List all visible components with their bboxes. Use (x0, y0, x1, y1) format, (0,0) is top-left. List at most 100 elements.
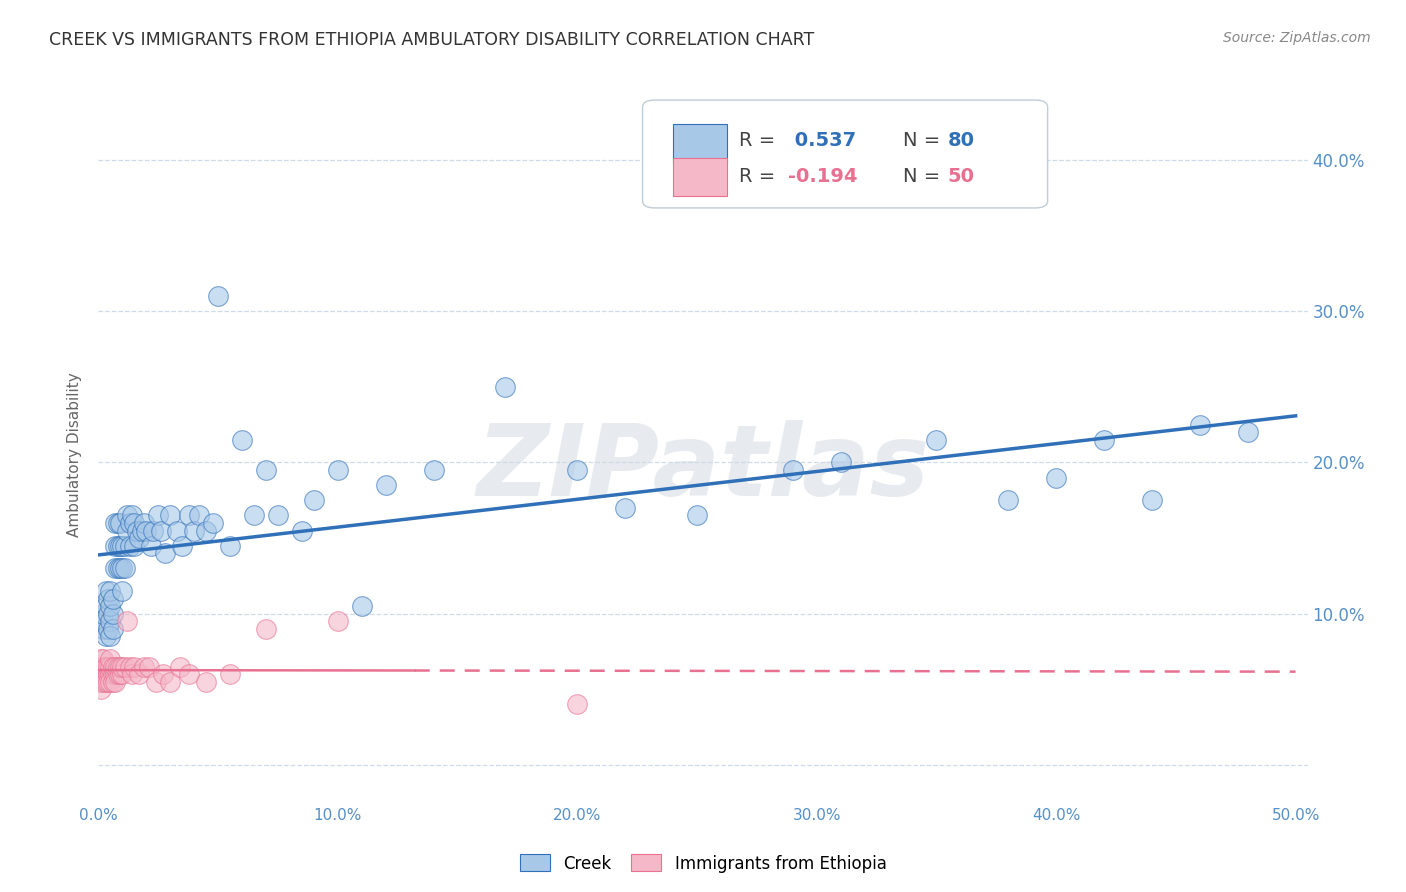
Point (91, 652, 114, 666)
Point (614, 500, 637, 515)
Point (104, 539, 127, 553)
Point (108, 561, 131, 575)
Point (100, 674, 122, 689)
FancyBboxPatch shape (643, 100, 1047, 208)
Legend: Creek, Immigrants from Ethiopia: Creek, Immigrants from Ethiopia (513, 847, 893, 880)
Point (183, 524, 205, 538)
Point (101, 607, 124, 621)
Point (152, 667, 174, 681)
Point (830, 455, 852, 469)
Point (104, 667, 127, 681)
Point (111, 584, 134, 599)
Point (90, 652, 112, 666)
Point (91, 622, 114, 636)
Point (172, 539, 194, 553)
Point (97, 667, 120, 681)
Text: 50: 50 (948, 167, 974, 186)
Point (188, 508, 211, 523)
Point (118, 659, 141, 673)
Text: 0.537: 0.537 (787, 131, 856, 150)
Point (100, 584, 122, 599)
Point (291, 524, 314, 538)
Point (90, 674, 112, 689)
Point (326, 615, 349, 629)
Point (111, 667, 134, 681)
Point (114, 539, 136, 553)
Point (104, 561, 127, 575)
Point (374, 478, 396, 492)
Point (111, 659, 134, 673)
FancyBboxPatch shape (673, 124, 727, 162)
Point (997, 493, 1019, 508)
Point (782, 463, 804, 477)
Point (567, 463, 589, 477)
Point (94, 667, 117, 681)
Text: R =: R = (740, 167, 782, 186)
Point (107, 667, 129, 681)
Point (107, 539, 129, 553)
Point (128, 667, 150, 681)
Point (350, 599, 373, 614)
Point (128, 531, 150, 545)
Point (1188, 417, 1211, 432)
Point (243, 508, 266, 523)
Point (107, 561, 129, 575)
Point (149, 524, 172, 538)
Point (111, 539, 134, 553)
Point (254, 463, 277, 477)
Point (101, 667, 124, 681)
Point (231, 433, 253, 447)
Point (90, 659, 112, 673)
Point (121, 508, 143, 523)
Point (326, 463, 349, 477)
Point (94, 674, 117, 689)
Point (94, 659, 117, 673)
Point (91, 607, 114, 621)
Point (195, 674, 218, 689)
Point (159, 508, 181, 523)
Point (169, 659, 191, 673)
Text: -0.194: -0.194 (787, 167, 858, 186)
Point (100, 667, 122, 681)
Point (115, 508, 138, 523)
Point (94, 629, 117, 643)
Point (124, 516, 146, 530)
Point (107, 516, 129, 530)
Point (254, 622, 277, 636)
Point (101, 674, 124, 689)
Text: ZIPatlas: ZIPatlas (477, 420, 929, 517)
Point (148, 508, 170, 523)
Point (94, 659, 117, 673)
Point (111, 561, 134, 575)
Point (97, 591, 120, 606)
Point (925, 433, 948, 447)
Text: Source: ZipAtlas.com: Source: ZipAtlas.com (1223, 31, 1371, 45)
Point (124, 539, 146, 553)
Point (219, 539, 242, 553)
Point (132, 659, 155, 673)
Point (100, 615, 122, 629)
Point (104, 659, 127, 673)
Point (104, 674, 127, 689)
Point (1045, 470, 1067, 484)
Point (100, 652, 122, 666)
Text: N =: N = (903, 131, 946, 150)
Point (108, 516, 131, 530)
FancyBboxPatch shape (673, 158, 727, 196)
Point (1236, 425, 1258, 440)
Point (135, 524, 157, 538)
Point (118, 539, 141, 553)
Point (159, 674, 181, 689)
Point (100, 629, 122, 643)
Point (90, 667, 112, 681)
Point (100, 659, 122, 673)
Point (94, 599, 117, 614)
Point (97, 607, 120, 621)
Text: N =: N = (903, 167, 946, 186)
Point (1140, 493, 1163, 508)
Point (104, 516, 127, 530)
Point (121, 667, 143, 681)
Point (139, 539, 162, 553)
Point (422, 463, 444, 477)
Point (124, 659, 146, 673)
